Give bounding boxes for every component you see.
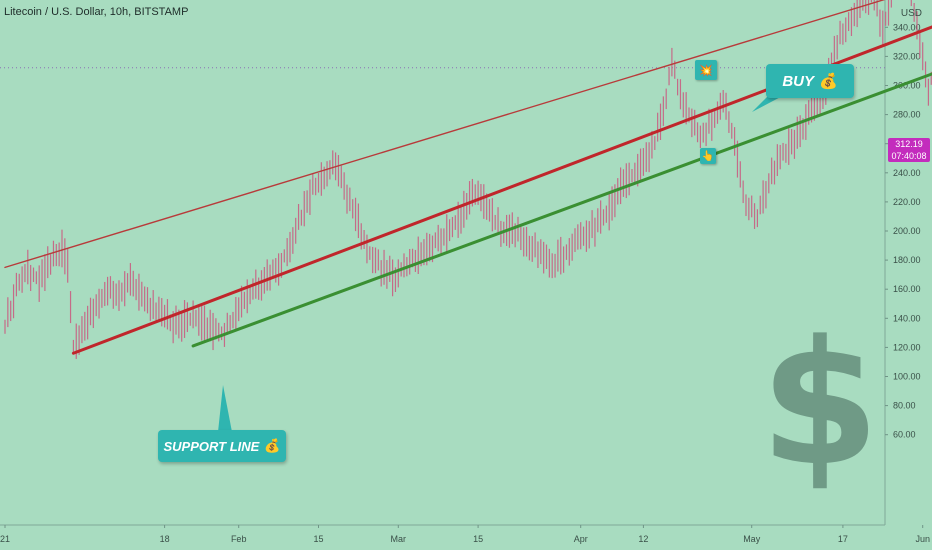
x-tick-label: 17 <box>838 534 848 544</box>
y-tick-label: 340.00 <box>893 22 921 32</box>
chart-title: Litecoin / U.S. Dollar, 10h, BITSTAMP <box>4 6 189 18</box>
y-tick-label: 320.00 <box>893 51 921 61</box>
x-tick-label: Apr <box>574 534 588 544</box>
support-callout-pointer <box>218 385 232 432</box>
y-tick-label: 60.00 <box>893 430 916 440</box>
x-tick-label: 15 <box>313 534 323 544</box>
y-tick-label: 180.00 <box>893 255 921 265</box>
pointing-hand-icon[interactable]: 👆 <box>700 148 716 164</box>
buy-label: BUY <box>782 72 814 90</box>
money-bag-icon: 💰 <box>264 438 281 453</box>
x-tick-label: 12 <box>638 534 648 544</box>
x-tick-label: May <box>743 534 761 544</box>
support-line-callout[interactable]: SUPPORT LINE 💰 <box>158 430 286 462</box>
y-tick-label: 80.00 <box>893 401 916 411</box>
money-bag-icon: 💰 <box>818 73 838 90</box>
y-tick-label: 240.00 <box>893 168 921 178</box>
burst-icon[interactable]: 💥 <box>695 60 717 80</box>
buy-callout[interactable]: BUY 💰 <box>766 64 854 98</box>
upper-channel-line <box>4 0 886 269</box>
bar-countdown: 07:40:08 <box>891 151 927 161</box>
x-tick-label: Jun <box>915 534 930 544</box>
x-tick-label: Feb <box>231 534 247 544</box>
x-tick-label: 21 <box>0 534 10 544</box>
support-trend-line <box>191 72 932 348</box>
y-tick-label: 220.00 <box>893 197 921 207</box>
y-tick-label: 200.00 <box>893 226 921 236</box>
x-tick-label: 15 <box>473 534 483 544</box>
y-tick-label: 100.00 <box>893 372 921 382</box>
current-price-value: 312.19 <box>895 139 923 149</box>
y-tick-label: 120.00 <box>893 342 921 352</box>
y-tick-label: 280.00 <box>893 110 921 120</box>
x-tick-label: 18 <box>160 534 170 544</box>
middle-channel-line <box>71 25 932 355</box>
support-line-label: SUPPORT LINE <box>163 438 260 454</box>
dollar-sign-icon: $ <box>760 303 880 504</box>
currency-label: USD <box>900 8 922 19</box>
x-tick-label: Mar <box>391 534 407 544</box>
current-price-tag: 312.19 07:40:08 <box>888 138 930 162</box>
y-tick-label: 140.00 <box>893 313 921 323</box>
y-tick-label: 160.00 <box>893 284 921 294</box>
y-tick-label: 300.00 <box>893 81 921 91</box>
